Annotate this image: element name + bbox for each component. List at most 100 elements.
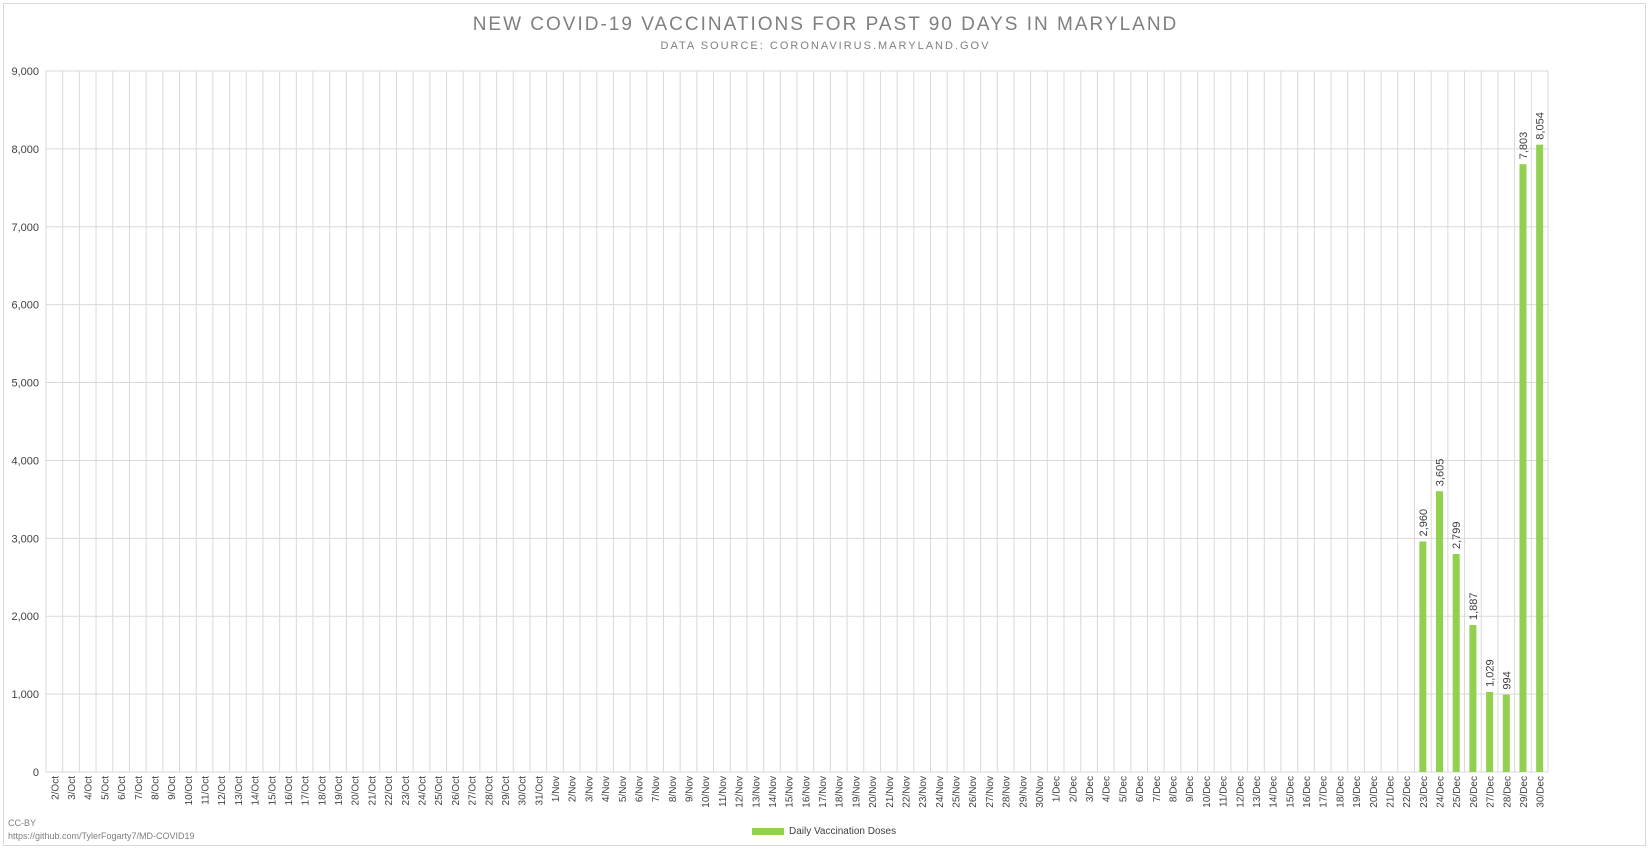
x-tick-label: 12/Oct [217,776,228,806]
x-tick-label: 8/Nov [668,776,679,802]
x-tick-label: 13/Oct [234,776,245,806]
x-tick-label: 19/Nov [851,776,862,808]
x-tick-label: 5/Nov [618,776,629,802]
data-labels: 2,960 3,605 2,799 1,887 1,029 994 7,803 8,054 [1418,112,1547,689]
y-tick-label: 9,000 [11,66,39,78]
x-tick-label: 27/Dec [1486,776,1497,808]
x-tick-label: 4/Oct [84,776,95,800]
x-tick-label: 6/Oct [117,776,128,800]
bar [1502,694,1510,772]
data-label: 7,803 [1518,132,1530,160]
y-tick-label: 2,000 [11,611,39,623]
x-tick-label: 10/Nov [701,776,712,808]
x-tick-label: 2/Dec [1068,776,1079,802]
x-tick-label: 26/Nov [968,776,979,808]
x-tick-label: 20/Dec [1369,776,1380,808]
x-tick-label: 3/Dec [1085,776,1096,802]
x-tick-label: 9/Nov [685,776,696,802]
x-tick-label: 29/Dec [1519,776,1530,808]
x-tick-label: 27/Oct [468,776,479,806]
x-tick-label: 16/Oct [284,776,295,806]
x-tick-label: 29/Nov [1018,776,1029,808]
x-tick-label: 26/Oct [451,776,462,806]
data-label: 2,799 [1451,521,1463,549]
x-tick-label: 7/Dec [1152,776,1163,802]
bar [1452,553,1460,772]
x-tick-label: 24/Dec [1436,776,1447,808]
x-tick-label: 11/Nov [718,776,729,807]
x-tick-label: 22/Oct [384,776,395,806]
data-label: 1,887 [1468,592,1480,620]
bar [1486,691,1494,772]
license-text: CC-BY [8,818,37,828]
y-tick-label: 1,000 [11,689,39,701]
x-tick-label: 20/Nov [868,776,879,808]
x-tick-label: 3/Nov [584,776,595,802]
x-tick-label: 30/Oct [518,776,529,806]
x-tick-label: 6/Dec [1135,776,1146,802]
x-tick-label: 9/Oct [167,776,178,800]
x-tick-label: 24/Nov [935,776,946,808]
data-label: 8,054 [1535,112,1547,140]
x-tick-label: 20/Oct [351,776,362,806]
x-tick-label: 2/Nov [568,776,579,802]
x-tick-label: 26/Dec [1469,776,1480,808]
x-tick-label: 19/Oct [334,776,345,806]
x-tick-label: 15/Oct [267,776,278,806]
y-tick-label: 4,000 [11,455,39,467]
x-tick-label: 8/Oct [150,776,161,800]
x-tick-label: 21/Nov [885,776,896,808]
x-tick-label: 15/Nov [785,776,796,808]
x-tick-label: 5/Oct [100,776,111,800]
x-tick-label: 30/Nov [1035,776,1046,808]
x-tick-label: 25/Oct [434,776,445,806]
x-tick-label: 22/Nov [901,776,912,808]
chart-subtitle: DATA SOURCE: CORONAVIRUS.MARYLAND.GOV [660,40,991,52]
x-tick-label: 21/Oct [367,776,378,806]
x-tick-label: 13/Dec [1252,776,1263,808]
x-tick-label: 1/Nov [551,776,562,802]
legend-swatch [752,828,784,835]
x-tick-label: 7/Nov [651,776,662,802]
x-tick-label: 28/Oct [484,776,495,806]
x-tick-label: 30/Dec [1536,776,1547,808]
x-tick-label: 14/Oct [251,776,262,806]
y-tick-label: 8,000 [11,144,39,156]
x-tick-label: 9/Dec [1185,776,1196,802]
x-tick-label: 14/Dec [1269,776,1280,808]
y-tick-label: 6,000 [11,300,39,312]
data-label: 1,029 [1485,659,1497,687]
y-axis-ticks: 0 1,000 2,000 3,000 4,000 5,000 6,000 7,000 8,00… [11,66,39,779]
bar [1519,164,1527,772]
x-tick-label: 4/Nov [601,776,612,802]
x-tick-label: 24/Oct [418,776,429,806]
x-tick-label: 6/Nov [634,776,645,802]
x-tick-label: 15/Dec [1285,776,1296,808]
bar [1419,541,1427,772]
x-tick-label: 12/Nov [735,776,746,808]
x-tick-label: 14/Nov [768,776,779,808]
bars [1419,144,1544,773]
x-axis-ticks: 2/Oct 3/Oct 4/Oct 5/Oct 6/Oct 7/Oct 8/Oct 9/Oct… [50,776,1546,808]
x-tick-label: 2/Oct [50,776,61,800]
x-tick-label: 12/Dec [1235,776,1246,808]
x-tick-label: 19/Dec [1352,776,1363,808]
x-tick-label: 16/Dec [1302,776,1313,808]
x-tick-label: 3/Oct [67,776,78,800]
bar [1436,491,1444,772]
x-tick-label: 11/Dec [1219,776,1230,807]
x-tick-label: 16/Nov [801,776,812,808]
y-tick-label: 5,000 [11,378,39,390]
x-tick-label: 17/Dec [1319,776,1330,808]
source-url: https://github.com/TylerFogarty7/MD-COVI… [8,831,195,841]
data-label: 2,960 [1418,509,1430,537]
x-tick-label: 28/Nov [1002,776,1013,808]
x-tick-label: 17/Nov [818,776,829,808]
x-tick-label: 4/Dec [1102,776,1113,802]
data-label: 994 [1501,671,1513,689]
x-tick-label: 31/Oct [534,776,545,806]
bar [1536,144,1544,773]
data-label: 3,605 [1435,459,1447,487]
x-tick-label: 18/Oct [317,776,328,806]
